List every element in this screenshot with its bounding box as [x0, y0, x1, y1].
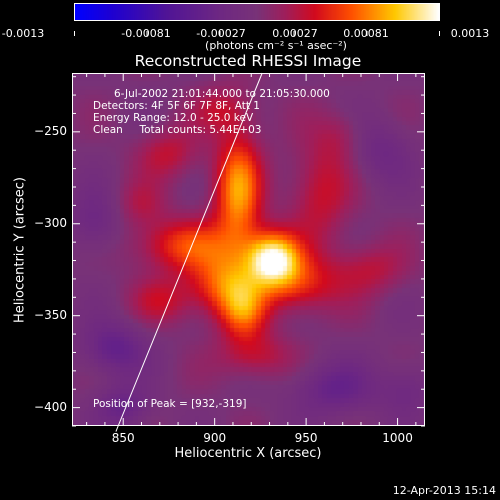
solar-limb-line: [115, 72, 263, 432]
colorbar-gradient: [75, 4, 439, 20]
x-tick-label: 900: [203, 431, 227, 445]
peak-position-text: Position of Peak = [932,-319]: [93, 398, 247, 410]
colorbar-tick-label: 0.00081: [343, 27, 389, 40]
y-tick-label: −250: [34, 123, 67, 138]
colorbar: [74, 3, 440, 21]
x-axis-label: Heliocentric X (arcsec): [174, 446, 322, 461]
colorbar-units-label: (photons cm⁻² s⁻¹ asec⁻²): [205, 39, 347, 52]
timestamp: 12-Apr-2013 15:14: [392, 484, 496, 497]
colorbar-tick-label: -0.0013: [1, 27, 45, 40]
x-tick-label: 850: [111, 431, 135, 445]
chart-title: Reconstructed RHESSI Image: [134, 52, 362, 70]
colorbar-tick-label: -0.00081: [121, 27, 171, 40]
x-tick-label: 950: [294, 431, 318, 445]
y-tick-label: −400: [34, 399, 67, 414]
x-tick-label: 1000: [382, 431, 413, 445]
y-tick-label: −300: [34, 215, 67, 230]
total-counts-text: Clean Total counts: 5.44E+03: [93, 124, 262, 136]
colorbar-tick-label: -0.00027: [196, 27, 246, 40]
colorbar-tick-marks: [74, 21, 440, 36]
plot-area: [72, 73, 425, 426]
colorbar-tick-label: 0.00027: [272, 27, 318, 40]
y-tick-label: −350: [34, 307, 67, 322]
heatmap-image: [72, 73, 425, 426]
energy-range-text: Energy Range: 12.0 - 25.0 keV: [93, 112, 254, 124]
y-axis-label: Heliocentric Y (arcsec): [12, 177, 28, 323]
plot-axes: [72, 72, 425, 432]
colorbar-tick-label: 0.0013: [450, 27, 490, 40]
time-range-text: 6-Jul-2002 21:01:44.000 to 21:05:30.000: [114, 88, 330, 100]
plot-frame: [72, 73, 425, 426]
detectors-text: Detectors: 4F 5F 6F 7F 8F, Att 1: [93, 100, 260, 112]
